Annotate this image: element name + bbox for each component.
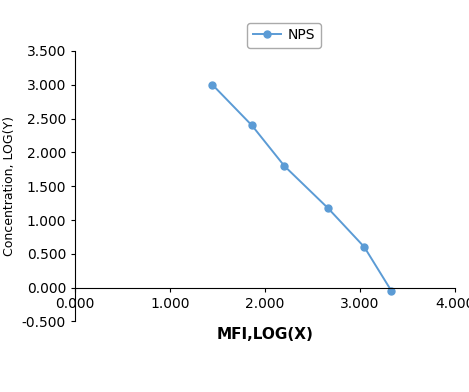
- NPS: [249, 123, 255, 128]
- NPS: [210, 82, 215, 87]
- NPS: [281, 163, 287, 168]
- Line: NPS: NPS: [209, 81, 395, 294]
- NPS: [325, 206, 331, 211]
- NPS: [388, 289, 394, 293]
- Y-axis label: Concentration, LOG(Y): Concentration, LOG(Y): [3, 116, 16, 256]
- NPS: [362, 245, 367, 249]
- Legend: NPS: NPS: [247, 23, 321, 48]
- X-axis label: MFI,LOG(X): MFI,LOG(X): [217, 327, 313, 342]
